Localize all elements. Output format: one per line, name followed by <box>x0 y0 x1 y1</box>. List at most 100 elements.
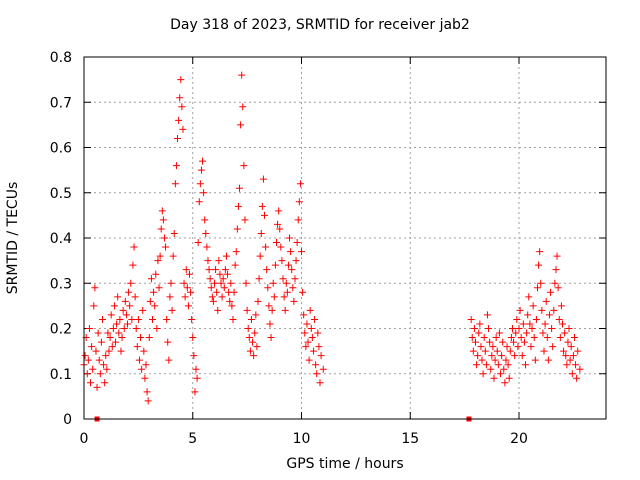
data-point <box>213 288 221 296</box>
data-point <box>212 266 220 274</box>
data-point <box>118 334 126 342</box>
data-point <box>102 352 110 360</box>
data-point <box>128 315 136 323</box>
data-point <box>293 239 301 247</box>
data-point <box>548 325 556 332</box>
data-point <box>289 284 297 292</box>
data-point <box>207 284 215 292</box>
data-point <box>211 279 218 287</box>
data-point <box>209 297 217 305</box>
data-point <box>553 252 561 260</box>
data-point <box>133 343 141 351</box>
data-point <box>498 352 506 360</box>
data-point <box>137 334 145 342</box>
data-point <box>164 338 172 346</box>
data-point <box>265 302 273 310</box>
data-point <box>282 279 290 287</box>
data-point <box>312 361 320 369</box>
x-tick-label: 15 <box>401 431 419 447</box>
data-point <box>192 365 200 373</box>
data-point <box>533 284 541 292</box>
data-point <box>165 356 173 364</box>
data-point <box>122 311 130 319</box>
data-point <box>169 252 177 260</box>
data-point <box>511 352 519 360</box>
data-point <box>480 334 488 342</box>
data-point <box>303 320 311 328</box>
data-point <box>138 365 146 373</box>
grid-lines <box>84 57 606 419</box>
data-point <box>314 329 322 337</box>
data-point <box>221 266 229 274</box>
data-point <box>554 284 562 292</box>
data-point <box>538 306 546 314</box>
data-point <box>551 279 559 287</box>
data-point <box>177 76 185 84</box>
data-point <box>516 306 524 314</box>
data-point <box>174 134 182 142</box>
data-point <box>90 302 98 310</box>
data-point <box>275 207 283 215</box>
data-point <box>199 157 207 165</box>
data-point <box>574 347 582 355</box>
data-point <box>251 329 259 337</box>
data-point <box>253 343 261 351</box>
data-point <box>506 347 514 355</box>
data-point <box>549 343 557 351</box>
data-point <box>561 329 569 337</box>
data-point <box>200 189 208 197</box>
data-point <box>492 334 500 342</box>
data-point <box>267 334 275 342</box>
data-point <box>120 325 128 332</box>
data-point <box>514 343 522 351</box>
data-point <box>127 279 135 287</box>
data-point <box>166 293 174 301</box>
data-point <box>566 356 574 364</box>
data-point <box>130 243 138 251</box>
data-point <box>96 370 104 378</box>
data-point <box>562 352 570 360</box>
data-point <box>257 229 265 237</box>
data-point <box>172 162 180 170</box>
data-point <box>247 315 255 323</box>
y-tick-label: 0.8 <box>50 50 72 66</box>
data-point <box>219 275 227 283</box>
data-point <box>181 293 189 301</box>
data-point <box>217 279 225 287</box>
data-point <box>290 297 298 305</box>
y-tick-label: 0.3 <box>50 276 72 292</box>
data-point <box>560 347 568 355</box>
data-point <box>255 275 263 283</box>
data-point <box>105 347 113 355</box>
data-point <box>542 297 550 305</box>
data-point <box>315 343 323 351</box>
data-point <box>185 270 193 278</box>
data-point <box>88 343 96 351</box>
data-point <box>522 361 530 369</box>
data-point <box>125 288 133 296</box>
data-point <box>494 361 502 369</box>
data-point <box>299 288 307 296</box>
data-point <box>470 325 478 332</box>
data-point <box>208 293 216 301</box>
data-point <box>520 338 528 346</box>
data-point <box>220 284 228 292</box>
data-point <box>243 306 251 314</box>
data-point <box>557 302 565 310</box>
data-point <box>576 365 584 373</box>
data-point <box>101 379 109 387</box>
data-point <box>214 306 222 314</box>
data-point <box>569 352 577 360</box>
data-point <box>203 243 211 251</box>
data-point <box>552 266 560 274</box>
data-point <box>107 311 115 319</box>
data-point <box>469 347 477 355</box>
data-point <box>268 306 276 314</box>
data-point <box>270 293 278 301</box>
data-point <box>296 180 304 188</box>
data-point <box>134 315 142 323</box>
data-point <box>478 356 486 364</box>
data-point <box>160 234 168 242</box>
y-tick-label: 0.5 <box>50 186 72 202</box>
